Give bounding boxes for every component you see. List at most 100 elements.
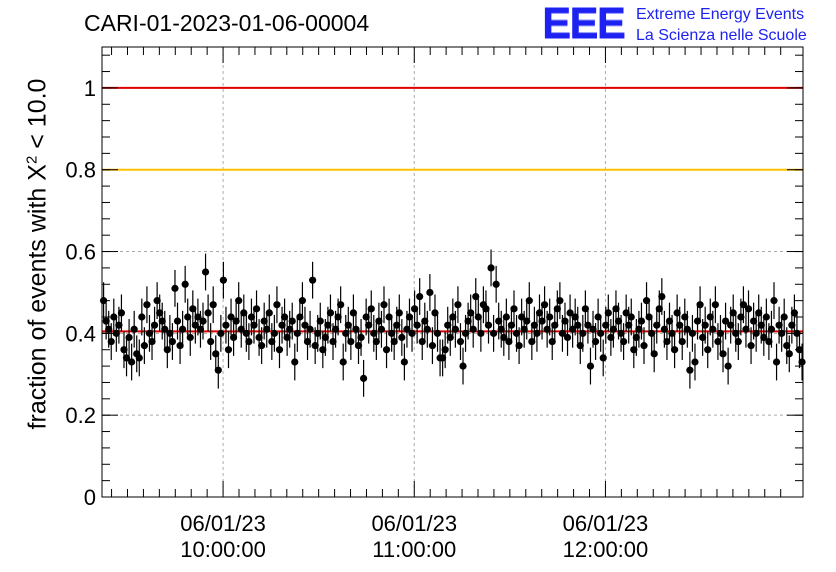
data-point [242, 329, 250, 337]
data-point [734, 337, 742, 346]
data-point [291, 358, 299, 366]
data-point [286, 325, 294, 333]
data-point [757, 321, 765, 329]
data-point [510, 305, 518, 313]
data-point [413, 321, 421, 329]
data-point [594, 313, 602, 321]
data-point [395, 309, 403, 317]
data-point [459, 362, 467, 370]
data-point [393, 321, 401, 329]
data-point [467, 309, 475, 317]
plot-frame [101, 46, 804, 498]
data-point [400, 358, 408, 366]
data-point [742, 325, 750, 333]
data-point [388, 329, 396, 337]
data-point [278, 321, 286, 329]
data-point [752, 329, 760, 337]
data-point [548, 337, 556, 346]
x-tick-label-time: 11:00:00 [372, 537, 456, 562]
data-point [523, 317, 531, 325]
data-point [535, 309, 544, 317]
data-point [143, 301, 151, 309]
data-point [755, 309, 763, 317]
data-point [525, 297, 533, 305]
data-point [790, 309, 798, 317]
data-point [487, 264, 495, 272]
data-point [520, 325, 528, 333]
data-point [591, 337, 600, 346]
data-point [128, 358, 136, 366]
data-point [783, 342, 791, 350]
data-point [382, 346, 391, 354]
data-point [321, 333, 329, 342]
data-point [640, 342, 648, 350]
logo-line2: La Scienza nelle Scuole [636, 27, 807, 44]
data-point [683, 325, 691, 333]
data-point [237, 325, 245, 333]
data-point [148, 337, 156, 346]
data-point [105, 325, 113, 333]
data-point [446, 333, 454, 342]
data-point [390, 337, 398, 346]
data-point [574, 321, 582, 329]
data-point [431, 309, 439, 317]
y-axis-label-suffix: < 10.0 [23, 78, 52, 156]
data-point [632, 333, 640, 342]
data-point [245, 337, 253, 346]
data-point [247, 313, 256, 321]
logo-mark: EEE [542, 0, 626, 48]
y-tick-label: 1 [84, 76, 96, 101]
data-point [168, 337, 177, 346]
data-point [719, 350, 727, 358]
reference-lines [102, 86, 803, 333]
data-point [357, 333, 365, 342]
data-point [314, 329, 322, 337]
data-point [117, 309, 126, 317]
data-point [706, 313, 714, 321]
data-point [153, 297, 161, 305]
data-points [99, 249, 806, 397]
data-point [716, 329, 725, 337]
data-point [561, 317, 569, 325]
data-point [161, 325, 169, 333]
data-point [762, 313, 770, 321]
data-point [120, 346, 128, 354]
data-point [540, 301, 549, 309]
data-point [637, 317, 646, 325]
data-point [739, 301, 748, 309]
data-point [296, 313, 304, 321]
axis-ticks [102, 47, 803, 498]
data-point [798, 358, 806, 366]
data-point [342, 329, 350, 337]
data-point [326, 309, 335, 317]
data-point [696, 301, 704, 309]
data-point [229, 333, 238, 342]
chart-title: CARI-01-2023-01-06-00004 [84, 10, 370, 36]
data-point [255, 333, 263, 342]
data-point [347, 337, 355, 346]
data-point [721, 317, 730, 325]
data-point [704, 346, 712, 354]
data-point [102, 317, 110, 325]
data-point [217, 329, 225, 337]
data-point [533, 329, 541, 337]
data-point [362, 313, 370, 321]
data-point [630, 346, 638, 354]
data-point [421, 317, 429, 325]
data-point [316, 317, 324, 325]
data-point [709, 325, 717, 333]
data-point [729, 309, 737, 317]
data-point [502, 313, 510, 321]
data-point [660, 325, 668, 333]
data-point [270, 329, 278, 337]
data-point [268, 337, 276, 346]
data-point [273, 301, 281, 309]
data-point [665, 317, 674, 325]
y-tick-label: 0.6 [65, 240, 96, 265]
data-point [416, 292, 424, 301]
data-point [584, 321, 592, 329]
data-point [380, 301, 388, 309]
data-point [171, 284, 179, 292]
data-point [461, 329, 470, 337]
data-point [701, 321, 709, 329]
